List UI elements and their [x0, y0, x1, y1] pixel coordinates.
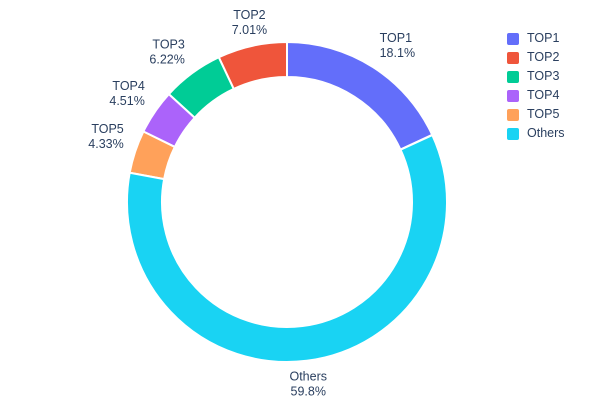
legend-item-others[interactable]: Others	[507, 127, 565, 140]
pie-slice-top2[interactable]	[217, 41, 288, 90]
legend-item-top5[interactable]: TOP5	[507, 108, 565, 121]
legend-swatch-top5	[507, 108, 519, 121]
legend-label-top5: TOP5	[527, 107, 560, 121]
legend-swatch-top2	[507, 51, 519, 64]
chart-legend: TOP1 TOP2 TOP3 TOP4 TOP5 Others	[507, 32, 565, 140]
legend-label-top4: TOP4	[527, 88, 560, 102]
legend-label-top2: TOP2	[527, 50, 560, 64]
slice-label-top4: TOP4 4.51%	[109, 79, 145, 108]
legend-label-top1: TOP1	[527, 31, 560, 45]
pie-slice-top4[interactable]	[142, 93, 196, 148]
legend-label-others: Others	[527, 126, 565, 140]
slice-label-top2: TOP2 7.01%	[232, 8, 267, 37]
slice-label-top1: TOP1 18.1%	[380, 31, 415, 60]
pie-slice-top5[interactable]	[128, 130, 176, 181]
slice-label-top5: TOP5 4.33%	[88, 122, 124, 151]
pie-slice-top3[interactable]	[167, 56, 235, 119]
legend-item-top1[interactable]: TOP1	[507, 32, 565, 45]
legend-item-top3[interactable]: TOP3	[507, 70, 565, 83]
legend-item-top2[interactable]: TOP2	[507, 51, 565, 64]
legend-swatch-top4	[507, 89, 519, 102]
legend-swatch-others	[507, 127, 519, 140]
pie-slice-others[interactable]	[126, 134, 448, 363]
slice-label-others: Others 59.8%	[289, 370, 327, 399]
legend-swatch-top1	[507, 32, 519, 45]
slice-label-top3: TOP3 6.22%	[149, 38, 185, 67]
legend-label-top3: TOP3	[527, 69, 560, 83]
legend-item-top4[interactable]: TOP4	[507, 89, 565, 102]
legend-swatch-top3	[507, 70, 519, 83]
